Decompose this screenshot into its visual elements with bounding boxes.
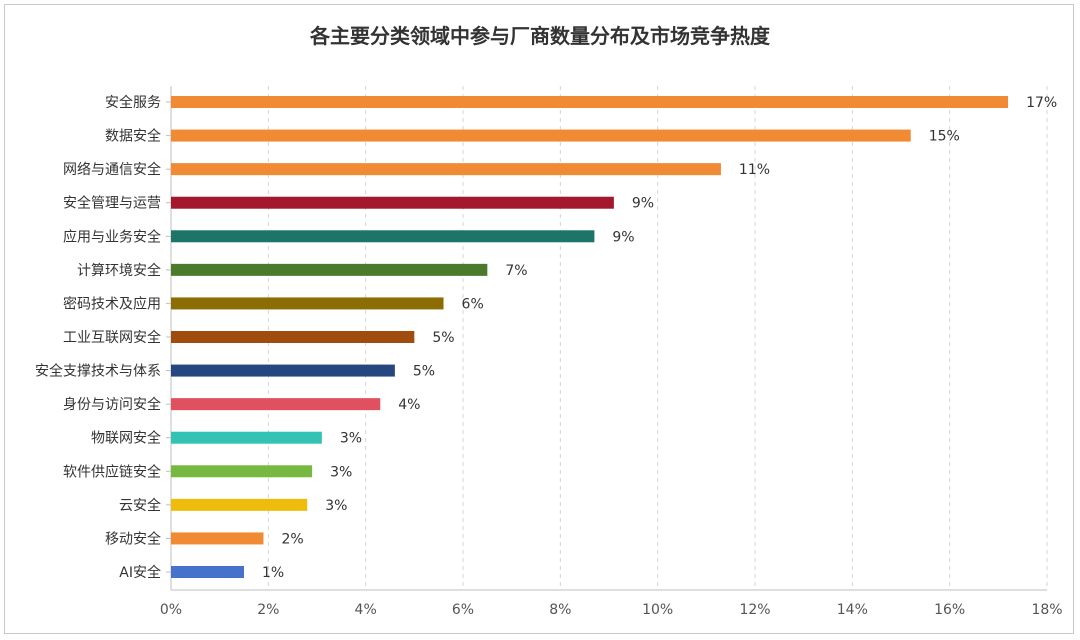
category-label: 应用与业务安全: [63, 228, 161, 245]
bar: [171, 196, 614, 209]
bar-layer: [171, 96, 1009, 578]
x-tick-label: 14%: [837, 602, 868, 618]
x-tick-label: 6%: [452, 602, 474, 618]
bar: [171, 163, 721, 176]
x-tick-label: 10%: [642, 602, 673, 618]
category-label: 安全服务: [105, 94, 161, 111]
bar: [171, 532, 264, 545]
x-tick-label: 18%: [1031, 602, 1062, 618]
category-label: 工业互联网安全: [63, 329, 161, 346]
data-label: 3%: [330, 464, 352, 480]
data-label: 11%: [739, 162, 770, 178]
data-label: 1%: [262, 565, 284, 581]
data-label: 3%: [325, 498, 347, 514]
bar: [171, 263, 488, 276]
category-label: 软件供应链安全: [63, 463, 161, 480]
category-label: 数据安全: [105, 128, 161, 145]
x-tick-label: 8%: [549, 602, 571, 618]
data-label: 15%: [929, 129, 960, 145]
category-label: 安全管理与运营: [63, 195, 161, 212]
data-label: 9%: [612, 229, 634, 245]
data-label: 6%: [462, 296, 484, 312]
x-tick-label: 12%: [739, 602, 770, 618]
x-tick-label: 0%: [160, 602, 182, 618]
data-label: 5%: [432, 330, 454, 346]
bar: [171, 297, 444, 310]
data-label: 7%: [505, 263, 527, 279]
category-label: 移动安全: [105, 530, 161, 547]
category-label: 身份与访问安全: [63, 396, 161, 413]
chart-title: 各主要分类领域中参与厂商数量分布及市场竞争热度: [309, 24, 771, 48]
data-label: 3%: [340, 431, 362, 447]
chart-frame: [4, 4, 1074, 634]
x-tick-label: 16%: [934, 602, 965, 618]
data-label: 5%: [413, 364, 435, 380]
bar: [171, 230, 595, 243]
x-tick-label: 4%: [355, 602, 377, 618]
bar: [171, 398, 381, 411]
data-label: 17%: [1026, 95, 1057, 111]
category-label: AI安全: [119, 564, 161, 581]
category-label: 网络与通信安全: [63, 161, 161, 178]
bar: [171, 331, 415, 343]
category-label: 密码技术及应用: [63, 295, 161, 312]
category-label: 物联网安全: [91, 430, 161, 447]
bar: [171, 96, 1009, 108]
bar: [171, 129, 911, 142]
data-label: 4%: [398, 397, 420, 413]
x-tick-label: 2%: [257, 602, 279, 618]
label-layer: 0% 2% 4% 6% 8% 10% 12% 14% 16% 18% 安全服务 17% 数据安全 15% 网…: [35, 94, 1063, 618]
data-label: 9%: [632, 196, 654, 212]
bar: [171, 431, 322, 444]
data-label: 2%: [281, 531, 303, 547]
category-label: 云安全: [119, 497, 161, 514]
bar: [171, 364, 395, 377]
bar: [171, 566, 244, 578]
bar: [171, 498, 308, 511]
category-label: 计算环境安全: [77, 262, 161, 279]
bar: [171, 465, 313, 478]
category-label: 安全支撑技术与体系: [35, 363, 161, 380]
